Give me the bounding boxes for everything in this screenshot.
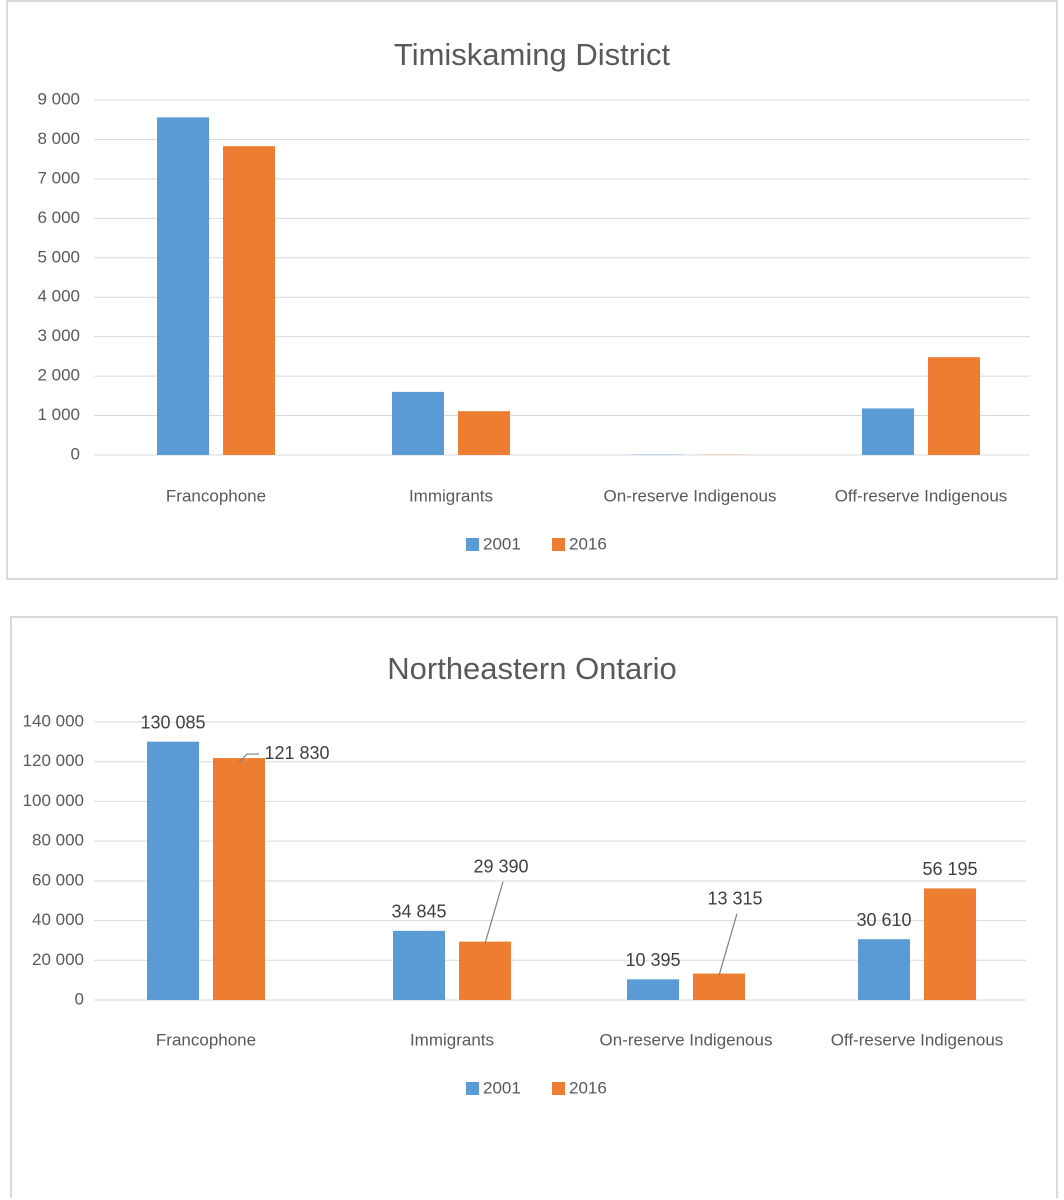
- y-tick-label: 140 000: [23, 711, 84, 730]
- bar-immigrants-2001: [392, 392, 444, 455]
- bar-francophone-2001: [147, 742, 199, 1000]
- legend-label-2016: 2016: [569, 534, 607, 553]
- chart-timiskaming-svg: Timiskaming District 0 1 000 2 000 3 000 4 00…: [8, 2, 1056, 578]
- bar-immigrants-2016: [458, 411, 510, 455]
- legend-label-2001: 2001: [483, 534, 521, 553]
- x-tick-label-off-reserve-indigenous: Off-reserve Indigenous: [835, 486, 1008, 505]
- chart-northeastern-ontario-svg: Northeastern Ontario 0 20 000 40 000 60 000 8…: [12, 618, 1056, 1200]
- legend-label-2016: 2016: [569, 1078, 607, 1097]
- x-tick-label-francophone: Francophone: [166, 486, 266, 505]
- data-label-off-reserve-indigenous-2001: 30 610: [856, 910, 911, 930]
- y-tick-label: 100 000: [23, 791, 84, 810]
- bar-immigrants-2016: [459, 942, 511, 1000]
- y-tick-label: 2 000: [37, 366, 80, 385]
- bar-on-reserve-indigenous-2016: [693, 974, 745, 1000]
- y-tick-label: 40 000: [32, 910, 84, 929]
- data-label-francophone-2016: 121 830: [264, 743, 329, 763]
- leader-line-immigrants-2016: [485, 882, 503, 944]
- y-tick-label: 4 000: [37, 287, 80, 306]
- data-label-immigrants-2016: 29 390: [473, 856, 528, 876]
- y-tick-label: 60 000: [32, 870, 84, 889]
- x-tick-label-off-reserve-indigenous: Off-reserve Indigenous: [831, 1030, 1004, 1049]
- y-tick-label: 20 000: [32, 950, 84, 969]
- y-tick-label: 6 000: [37, 208, 80, 227]
- x-tick-label-on-reserve-indigenous: On-reserve Indigenous: [604, 486, 777, 505]
- y-tick-label: 8 000: [37, 129, 80, 148]
- y-tick-label: 1 000: [37, 405, 80, 424]
- x-tick-label-immigrants: Immigrants: [409, 486, 493, 505]
- chart-northeastern-ontario: Northeastern Ontario 0 20 000 40 000 60 000 8…: [10, 616, 1058, 1198]
- legend-swatch-2001: [466, 538, 479, 551]
- data-label-on-reserve-indigenous-2016: 13 315: [707, 888, 762, 908]
- bar-off-reserve-indigenous-2016: [924, 888, 976, 1000]
- legend-swatch-2016: [552, 538, 565, 551]
- y-tick-label: 0: [71, 444, 80, 463]
- chart-timiskaming: Timiskaming District 0 1 000 2 000 3 000 4 00…: [6, 0, 1058, 580]
- bar-off-reserve-indigenous-2001: [862, 408, 914, 455]
- legend-swatch-2001: [466, 1082, 479, 1095]
- x-tick-label-francophone: Francophone: [156, 1030, 256, 1049]
- bar-immigrants-2001: [393, 931, 445, 1000]
- y-tick-label: 7 000: [37, 168, 80, 187]
- data-label-off-reserve-indigenous-2016: 56 195: [922, 859, 977, 879]
- bar-off-reserve-indigenous-2001: [858, 939, 910, 1000]
- y-tick-label: 5 000: [37, 247, 80, 266]
- y-tick-label: 120 000: [23, 751, 84, 770]
- x-tick-label-on-reserve-indigenous: On-reserve Indigenous: [600, 1030, 773, 1049]
- chart-title: Timiskaming District: [394, 37, 671, 72]
- bar-on-reserve-indigenous-2001: [627, 979, 679, 1000]
- legend-label-2001: 2001: [483, 1078, 521, 1097]
- y-tick-label: 0: [75, 989, 84, 1008]
- chart-title: Northeastern Ontario: [387, 651, 676, 686]
- legend-swatch-2016: [552, 1082, 565, 1095]
- y-tick-label: 80 000: [32, 831, 84, 850]
- y-tick-label: 9 000: [37, 89, 80, 108]
- bar-francophone-2016: [223, 146, 275, 455]
- x-tick-label-immigrants: Immigrants: [410, 1030, 494, 1049]
- data-label-francophone-2001: 130 085: [140, 712, 205, 732]
- data-label-immigrants-2001: 34 845: [391, 902, 446, 922]
- data-label-on-reserve-indigenous-2001: 10 395: [625, 950, 680, 970]
- bar-off-reserve-indigenous-2016: [928, 357, 980, 455]
- bar-francophone-2001: [157, 117, 209, 455]
- y-tick-label: 3 000: [37, 326, 80, 345]
- bar-francophone-2016: [213, 758, 265, 1000]
- leader-line-on-reserve-indigenous-2016: [719, 914, 737, 976]
